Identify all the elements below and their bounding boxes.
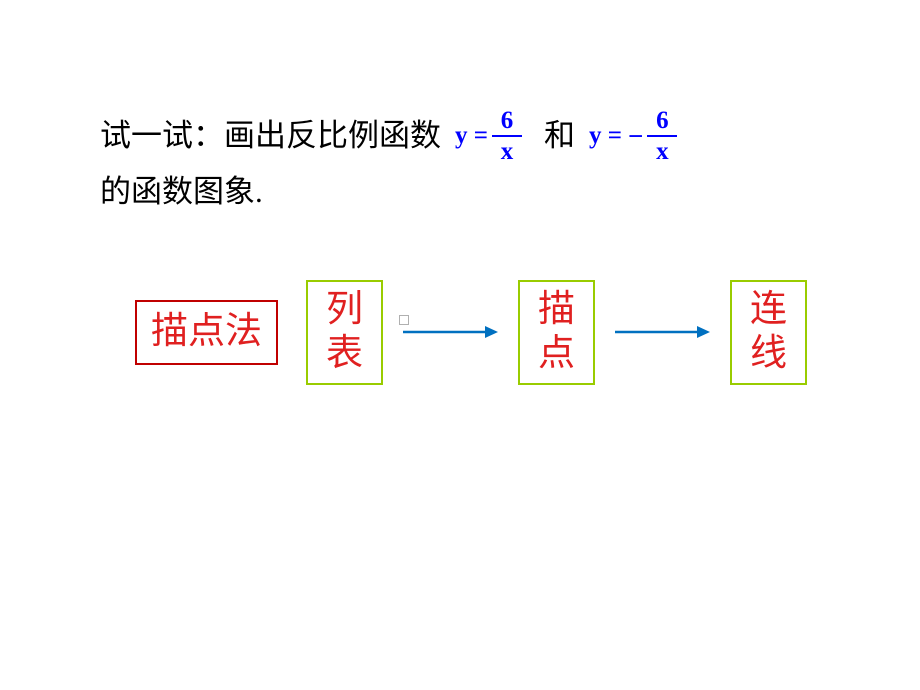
prompt-line-1: 试一试： 画出反比例函数 y = 6 x 和 y = − 6 x <box>100 108 860 164</box>
eq1-denominator: x <box>501 137 514 164</box>
eq2-lhs: y = <box>589 111 622 161</box>
step3-char-a: 连 <box>750 288 787 332</box>
step2-char-a: 描 <box>538 288 575 332</box>
equation-1: y = 6 x <box>455 108 526 164</box>
eq2-denominator: x <box>656 137 669 164</box>
prompt-line-2: 的函数图象. <box>100 166 860 211</box>
step3-box: 连 线 <box>730 280 807 385</box>
method-box: 描点法 <box>135 300 278 364</box>
eq1-fraction: 6 x <box>492 108 522 164</box>
step1-box: 列 表 <box>306 280 383 385</box>
page-marker <box>399 315 409 325</box>
arrow-2 <box>615 322 710 342</box>
step1-char-b: 表 <box>326 332 363 376</box>
step2-char-b: 点 <box>538 332 575 376</box>
step3-char-b: 线 <box>750 332 787 376</box>
equation-2: y = − 6 x <box>589 108 681 164</box>
arrow-icon <box>615 322 710 342</box>
eq2-numerator: 6 <box>656 108 669 135</box>
label-draw: 画出反比例函数 <box>224 111 441 161</box>
eq2-fraction: 6 x <box>647 108 677 164</box>
label-and: 和 <box>544 111 575 161</box>
eq1-lhs: y = <box>455 111 488 161</box>
eq1-numerator: 6 <box>501 108 514 135</box>
step1-char-a: 列 <box>326 288 363 332</box>
prompt-block: 试一试： 画出反比例函数 y = 6 x 和 y = − 6 x 的函数图象. <box>100 108 860 211</box>
arrow-1 <box>403 322 498 342</box>
step2-box: 描 点 <box>518 280 595 385</box>
label-try: 试一试： <box>100 111 224 161</box>
eq2-minus: − <box>628 111 643 161</box>
arrow-icon <box>403 322 498 342</box>
method-diagram: 描点法 列 表 描 点 连 线 <box>135 280 807 385</box>
